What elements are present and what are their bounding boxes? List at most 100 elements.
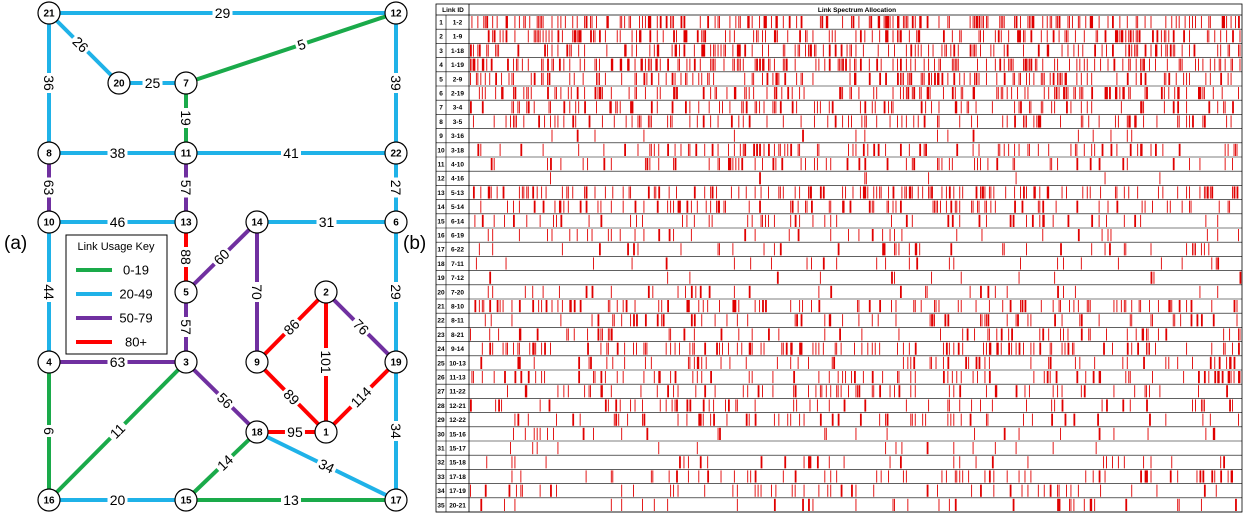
row-link-nodes: 7-11: [451, 261, 464, 268]
spectrum-slot: [953, 58, 955, 71]
spectrum-slot: [1150, 143, 1152, 156]
spectrum-slot: [637, 143, 639, 156]
spectrum-slot: [1140, 72, 1142, 85]
spectrum-slot: [824, 328, 826, 341]
spectrum-slot: [673, 16, 675, 29]
spectrum-slot: [745, 356, 747, 369]
spectrum-slot: [689, 115, 691, 128]
spectrum-slot: [704, 186, 706, 199]
link-usage-label-bg: [104, 418, 131, 444]
spectrum-slot: [650, 58, 652, 71]
spectrum-slot: [1137, 30, 1139, 43]
spectrum-slot: [1077, 16, 1079, 29]
spectrum-slot: [897, 30, 898, 43]
spectrum-slot: [1026, 72, 1027, 85]
spectrum-slot: [796, 101, 798, 114]
spectrum-slot: [1177, 470, 1179, 483]
spectrum-slot: [994, 200, 996, 213]
spectrum-slot: [739, 58, 741, 71]
spectrum-slot: [674, 371, 677, 384]
spectrum-slot: [759, 172, 761, 185]
spectrum-slot: [1171, 300, 1173, 313]
spectrum-slot: [1107, 58, 1109, 71]
spectrum-slot: [610, 498, 612, 511]
spectrum-slot: [812, 72, 814, 85]
spectrum-slot: [1066, 101, 1068, 114]
spectrum-slot: [867, 342, 869, 355]
spectrum-slot: [994, 30, 996, 43]
spectrum-slot: [748, 16, 750, 29]
spectrum-slot: [788, 229, 790, 242]
spectrum-slot: [536, 427, 538, 440]
spectrum-slot: [966, 101, 968, 114]
spectrum-slot: [693, 328, 695, 341]
row-link-nodes: 17-18: [449, 474, 466, 481]
spectrum-slot: [859, 186, 861, 199]
spectrum-slot: [779, 101, 782, 114]
spectrum-slot: [1116, 200, 1119, 213]
spectrum-slot: [1073, 87, 1075, 100]
spectrum-slot: [470, 44, 472, 57]
spectrum-slot: [957, 342, 960, 355]
spectrum-slot: [782, 58, 784, 71]
spectrum-slot: [858, 300, 860, 313]
spectrum-slot: [486, 58, 488, 71]
spectrum-slot: [1060, 72, 1062, 85]
spectrum-slot: [1198, 58, 1199, 71]
spectrum-slot: [579, 200, 582, 213]
spectrum-slot: [899, 87, 901, 100]
spectrum-slot: [708, 101, 710, 114]
spectrum-slot: [674, 87, 676, 100]
spectrum-slot: [1026, 243, 1027, 256]
spectrum-slot: [702, 87, 705, 100]
spectrum-slot: [819, 271, 821, 284]
spectrum-slot: [751, 16, 753, 29]
spectrum-slot: [969, 44, 972, 57]
spectrum-slot: [745, 413, 748, 426]
spectrum-slot: [1060, 300, 1062, 313]
spectrum-slot: [864, 186, 867, 199]
row-link-id: 5: [439, 76, 443, 83]
spectrum-slot: [1238, 16, 1240, 29]
spectrum-slot: [578, 30, 581, 43]
spectrum-slot: [1128, 30, 1130, 43]
link-usage-value: 101: [318, 350, 334, 374]
spectrum-slot: [879, 186, 881, 199]
spectrum-slot: [994, 385, 997, 398]
spectrum-slot: [831, 356, 833, 369]
node-circle: [245, 350, 269, 374]
spectrum-slot: [1046, 371, 1049, 384]
spectrum-slot: [1009, 214, 1012, 227]
spectrum-slot: [717, 158, 719, 171]
spectrum-slot: [684, 72, 686, 85]
spectrum-slot: [1229, 200, 1231, 213]
spectrum-slot: [950, 413, 952, 426]
spectrum-slot: [985, 342, 987, 355]
spectrum-slot: [972, 371, 974, 384]
spectrum-slot: [1230, 470, 1233, 483]
spectrum-slot: [941, 44, 943, 57]
spectrum-slot: [885, 442, 887, 455]
spectrum-slot: [1137, 16, 1139, 29]
spectrum-slot: [1028, 143, 1030, 156]
spectrum-slot: [996, 72, 998, 85]
spectrum-slot: [1143, 101, 1145, 114]
spectrum-slot: [760, 484, 762, 497]
spectrum-slot: [676, 470, 678, 483]
spectrum-slot: [658, 44, 660, 57]
spectrum-slot: [1163, 87, 1165, 100]
spectrum-slot: [624, 44, 626, 57]
spectrum-slot: [757, 30, 759, 43]
spectrum-rows: 1 1-22 1-93 1-184 1-195 2-96 2-197 3-48 3-59 3-16…: [436, 4, 1242, 513]
spectrum-slot: [511, 101, 513, 114]
spectrum-slot: [545, 186, 547, 199]
spectrum-slot: [874, 342, 876, 355]
row-link-id: 34: [437, 488, 445, 495]
spectrum-slot: [1229, 44, 1231, 57]
spectrum-slot: [846, 44, 848, 57]
spectrum-slot: [781, 87, 783, 100]
spectrum-slot: [785, 342, 788, 355]
spectrum-slot: [1218, 356, 1221, 369]
spectrum-slot: [1057, 285, 1059, 298]
spectrum-slot: [1230, 72, 1232, 85]
